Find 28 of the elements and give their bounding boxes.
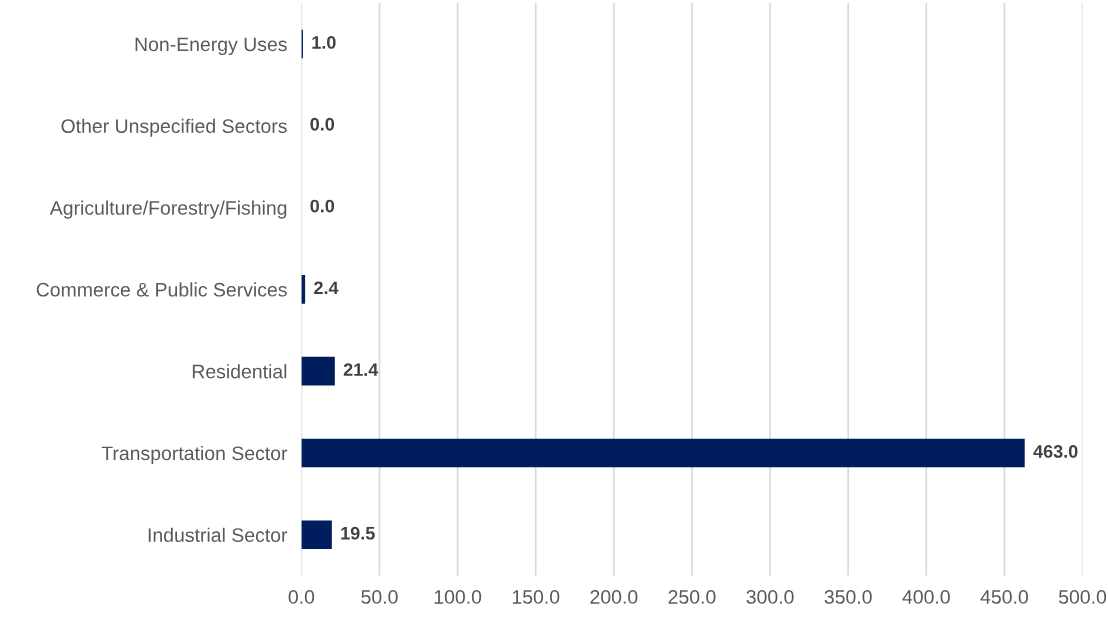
x-tick-label: 200.0 — [590, 590, 638, 604]
data-label: 21.4 — [343, 363, 379, 376]
x-tick-label: 350.0 — [824, 590, 872, 604]
data-label: 0.0 — [310, 199, 335, 213]
x-tick-label: 400.0 — [902, 590, 950, 604]
x-tick-label: 500.0 — [1058, 590, 1107, 604]
y-tick-label: Non-Energy Uses — [135, 37, 287, 56]
y-tick-label: Commerce & Public Services — [36, 282, 287, 297]
x-tick-label: 0.0 — [288, 590, 315, 604]
x-tick-label: 50.0 — [361, 590, 398, 604]
x-tick-label: 300.0 — [746, 590, 794, 604]
x-tick-label: 150.0 — [512, 590, 560, 604]
x-tick-label: 100.0 — [434, 590, 482, 604]
y-tick-label: Other Unspecified Sectors — [61, 118, 287, 137]
y-tick-label: Transportation Sector — [101, 445, 288, 465]
y-tick-label: Agriculture/Forestry/Fishing — [49, 200, 287, 219]
data-label: 2.4 — [314, 281, 339, 295]
x-tick-label: 450.0 — [980, 590, 1028, 604]
bar — [301, 520, 332, 550]
bar — [301, 438, 1025, 468]
data-label: 19.5 — [341, 526, 375, 540]
data-label: 463.0 — [1033, 445, 1078, 458]
data-label: 0.0 — [310, 117, 335, 131]
x-tick-label: 250.0 — [668, 590, 716, 604]
bar — [301, 356, 335, 386]
y-tick-label: Industrial Sector — [148, 527, 288, 543]
y-tick-label: Residential — [192, 364, 287, 379]
data-label: 1.0 — [312, 36, 336, 49]
